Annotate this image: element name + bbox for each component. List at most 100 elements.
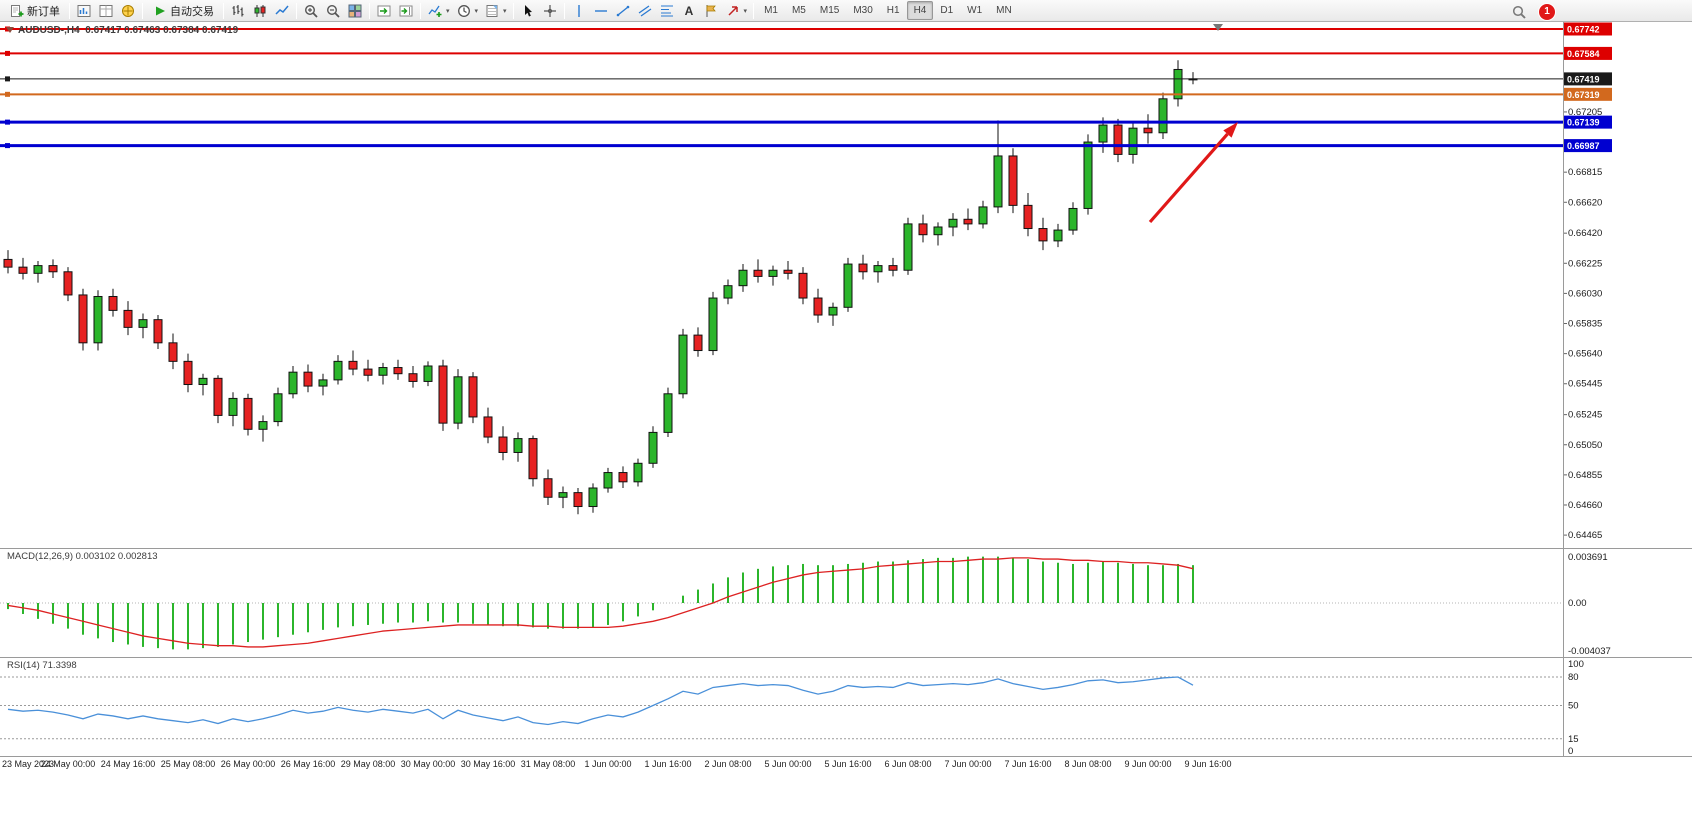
toolbar-separator — [223, 2, 224, 19]
zoom-in-button[interactable] — [300, 1, 322, 20]
timeframe-w1[interactable]: W1 — [960, 1, 989, 20]
trendline-button[interactable] — [612, 1, 634, 20]
candlestick-series — [3, 60, 1198, 515]
axis-label: 9 Jun 00:00 — [1124, 759, 1171, 769]
candle — [753, 259, 763, 283]
one-click-trading-toggle[interactable] — [6, 27, 14, 33]
data-window-button[interactable] — [95, 1, 117, 20]
auto-trading-button-label: 自动交易 — [170, 5, 214, 18]
candle — [453, 369, 463, 430]
indicators-button[interactable]: ▾ — [424, 1, 453, 20]
tile-windows-icon — [348, 4, 362, 17]
zoom-out-button[interactable] — [322, 1, 344, 20]
navigator-icon — [122, 4, 134, 17]
text-label-button[interactable] — [700, 1, 722, 20]
candle — [783, 260, 793, 280]
price-tag: 0.66987 — [1564, 139, 1612, 153]
timeframe-m1[interactable]: M1 — [757, 1, 785, 20]
candle — [1173, 60, 1183, 107]
crosshair-button[interactable] — [539, 1, 561, 20]
new-order-button[interactable]: 新订单 — [3, 1, 66, 20]
toolbar-separator — [753, 2, 755, 19]
auto-trading-button[interactable]: 自动交易 — [146, 1, 220, 20]
candle — [708, 291, 718, 356]
axis-label: 0.66620 — [1568, 197, 1602, 208]
navigator-button[interactable] — [117, 1, 139, 20]
arrow-annotation[interactable] — [1148, 122, 1238, 224]
candle — [108, 288, 118, 317]
indicators-icon — [428, 5, 442, 17]
data-window-icon — [99, 4, 113, 17]
horizontal-line-button[interactable] — [590, 1, 612, 20]
toolbar-separator — [296, 2, 297, 19]
candlestick-chart-button[interactable] — [249, 1, 271, 20]
chart-shift-marker[interactable] — [1213, 24, 1223, 31]
candle — [978, 200, 988, 229]
chart-shift-button[interactable] — [395, 1, 417, 20]
line-anchor-handle[interactable] — [5, 91, 10, 97]
candle — [393, 359, 403, 380]
line-chart-icon — [275, 5, 289, 15]
timeframe-m15[interactable]: M15 — [813, 1, 846, 20]
axis-label: 0.66030 — [1568, 288, 1602, 299]
axis-label: 31 May 08:00 — [521, 759, 576, 769]
axis-label: 5 Jun 00:00 — [764, 759, 811, 769]
axis-label: 24 May 00:00 — [41, 759, 96, 769]
candle — [1023, 193, 1033, 237]
notification-badge[interactable]: 1 — [1539, 3, 1555, 20]
timeframe-w1-label: W1 — [967, 5, 983, 16]
label-icon — [706, 4, 716, 17]
timeframe-m5[interactable]: M5 — [785, 1, 813, 20]
zoom-out-icon — [326, 4, 340, 18]
candle — [768, 265, 778, 286]
axis-label: 0.003691 — [1568, 552, 1608, 563]
candle — [3, 250, 13, 274]
line-anchor-handle[interactable] — [5, 50, 10, 56]
timeframe-d1-label: D1 — [940, 5, 954, 16]
timeframe-m30[interactable]: M30 — [846, 1, 879, 20]
candle — [1038, 217, 1048, 251]
timeframe-mn[interactable]: MN — [989, 1, 1019, 20]
line-anchor-handle[interactable] — [5, 119, 10, 125]
auto-trading-icon — [156, 6, 165, 15]
new-order-icon — [11, 4, 24, 17]
line-anchor-handle[interactable] — [5, 76, 10, 82]
vertical-line-button[interactable] — [568, 1, 590, 20]
text-button[interactable]: A — [678, 1, 700, 20]
candle — [528, 435, 538, 487]
periods-button[interactable]: ▾ — [453, 1, 482, 20]
candle — [123, 301, 133, 336]
timeframe-h4[interactable]: H4 — [906, 1, 934, 20]
candle — [333, 355, 343, 385]
candle — [18, 257, 28, 280]
axis-label: 1 Jun 16:00 — [644, 759, 691, 769]
market-watch-button[interactable] — [73, 1, 95, 20]
bar-chart-button[interactable] — [227, 1, 249, 20]
search-button[interactable] — [1508, 2, 1530, 21]
axis-label: 29 May 08:00 — [341, 759, 396, 769]
templates-button[interactable]: ▾ — [481, 1, 510, 20]
axis-label: 0.66815 — [1568, 167, 1602, 178]
candle — [213, 375, 223, 424]
auto-scroll-button[interactable] — [373, 1, 395, 20]
cursor-button[interactable] — [517, 1, 539, 20]
price-axis[interactable]: 0.67205 0.66815 0.66620 0.66420 0.66225 0.660… — [1563, 107, 1602, 541]
tile-windows-button[interactable] — [344, 1, 366, 20]
arrow-tools-button[interactable]: ▾ — [722, 1, 751, 20]
fibonacci-button[interactable] — [656, 1, 678, 20]
toolbar-separator — [369, 2, 370, 19]
axis-label: 100 — [1568, 659, 1584, 670]
toolbar-separator — [142, 2, 143, 19]
candle — [873, 260, 883, 283]
timeframe-m30-label: M30 — [853, 5, 873, 16]
timeframe-h1[interactable]: H1 — [880, 1, 907, 20]
timeframe-d1[interactable]: D1 — [933, 1, 960, 20]
candle — [1128, 121, 1138, 164]
line-anchor-handle[interactable] — [5, 143, 10, 149]
axis-label: 0.66420 — [1568, 228, 1602, 239]
axis-label: 8 Jun 08:00 — [1064, 759, 1111, 769]
channel-button[interactable] — [634, 1, 656, 20]
line-chart-button[interactable] — [271, 1, 293, 20]
toolbar: 新订单 自动交易 ▾ ▾ ▾ A ▾ M1 M5 M15 M30 H1 H4 D1 W1 MN 1 — [0, 0, 1692, 22]
